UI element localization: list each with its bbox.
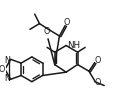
- Text: NH: NH: [67, 41, 80, 50]
- Text: O: O: [0, 65, 5, 74]
- Text: O: O: [94, 56, 101, 65]
- Text: N: N: [4, 74, 10, 83]
- Text: O: O: [64, 18, 70, 27]
- Text: O: O: [94, 78, 101, 87]
- Text: O: O: [44, 27, 50, 36]
- Text: N: N: [4, 56, 10, 65]
